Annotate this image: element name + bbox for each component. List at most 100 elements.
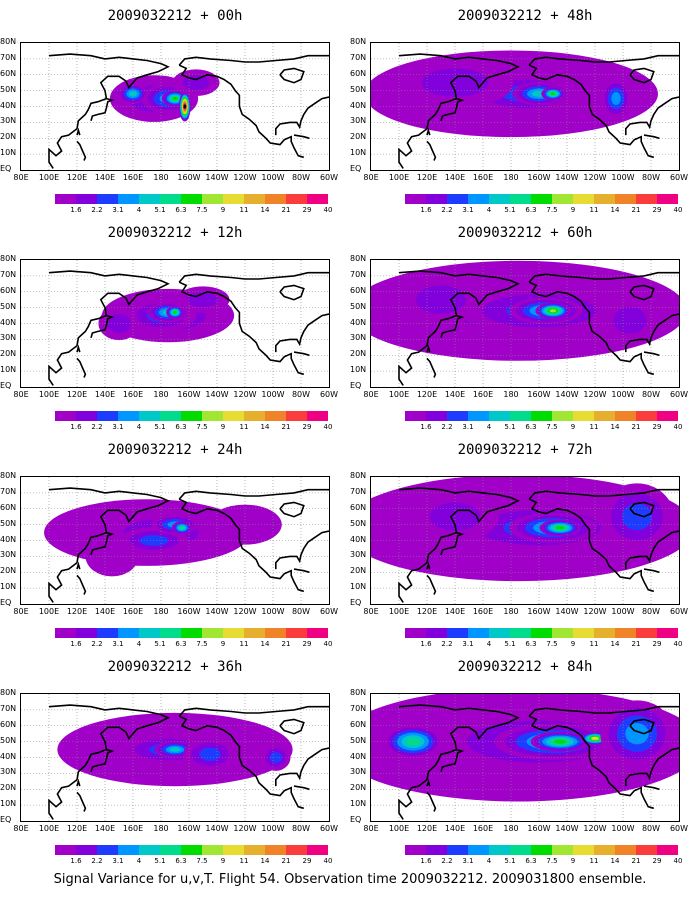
colorbar	[55, 411, 328, 421]
colorbar-swatch	[97, 194, 118, 204]
colorbar-swatch	[615, 194, 636, 204]
colorbar-level-label: 6.3	[175, 857, 187, 865]
colorbar	[405, 628, 678, 638]
colorbar-level-label: 29	[302, 857, 312, 865]
colorbar-level-label: 2.2	[91, 640, 103, 648]
coastline	[629, 67, 655, 84]
colorbar-level-label: 14	[610, 206, 620, 214]
coastline	[426, 344, 431, 353]
colorbar-swatch	[307, 194, 328, 204]
colorbar-level-label: 21	[631, 857, 641, 865]
variance-map	[370, 476, 680, 605]
y-tick-label: 70N	[350, 486, 367, 496]
y-tick-label: 10N	[350, 799, 367, 809]
colorbar-level-label: 21	[281, 640, 291, 648]
x-tick-label: 80E	[13, 173, 29, 182]
colorbar-level-label: 5.1	[504, 640, 516, 648]
x-tick-label: 100W	[611, 824, 635, 833]
coastline	[629, 718, 655, 735]
x-tick-label: 120E	[66, 173, 88, 182]
coastline	[528, 64, 655, 159]
y-axis-labels: 80N 70N 60N 50N 40N 30N 20N 10N EQ	[0, 38, 20, 173]
x-tick-label: 80E	[363, 607, 379, 616]
colorbar-level-label: 29	[652, 640, 662, 648]
colorbar-level-label: 7.5	[196, 857, 208, 865]
colorbar-swatch	[615, 411, 636, 421]
y-tick-label: EQ	[350, 598, 362, 607]
contour-fill	[611, 92, 621, 105]
contour-fill	[613, 307, 647, 334]
x-tick-label: 120W	[583, 824, 607, 833]
x-tick-label: 80E	[13, 824, 29, 833]
coastline	[293, 785, 310, 791]
coastline	[48, 704, 170, 820]
x-tick-label: 100W	[261, 824, 285, 833]
y-tick-label: 80N	[350, 254, 367, 263]
y-tick-label: 30N	[0, 550, 17, 560]
x-tick-label: 80E	[363, 390, 379, 399]
colorbar-level-label: 5.1	[154, 206, 166, 214]
colorbar-level-label: 6.3	[175, 206, 187, 214]
colorbar-level-label: 40	[673, 857, 683, 865]
colorbar-level-label: 14	[260, 423, 270, 431]
coastline	[643, 568, 660, 574]
y-tick-label: EQ	[0, 598, 12, 607]
x-tick-label: 80W	[641, 390, 661, 399]
coastline	[643, 351, 660, 357]
colorbar-swatch	[489, 628, 510, 638]
colorbar-swatch	[55, 411, 76, 421]
y-tick-label: 50N	[0, 84, 17, 94]
colorbar-swatch	[244, 194, 265, 204]
y-tick-label: 40N	[0, 317, 17, 327]
coastline	[426, 127, 431, 136]
colorbar-swatch	[594, 411, 615, 421]
colorbar-level-label: 9	[570, 206, 576, 214]
coastline	[528, 705, 679, 717]
colorbar-level-label: 3.1	[112, 640, 124, 648]
colorbar-swatch	[573, 194, 594, 204]
x-tick-label: 140E	[94, 390, 116, 399]
colorbar-swatch	[181, 628, 202, 638]
y-tick-label: 50N	[350, 301, 367, 311]
x-tick-label: 80E	[363, 824, 379, 833]
colorbar-swatch	[160, 628, 181, 638]
x-tick-label: 100W	[261, 607, 285, 616]
colorbar-swatch	[286, 628, 307, 638]
forecast-panel: 2009032212 + 72h 80N 70N 60N 50N 40N 30N 20N 10N…	[350, 434, 700, 656]
colorbar-level-label: 21	[631, 640, 641, 648]
contour-fill	[182, 75, 210, 91]
x-tick-label: 160W	[527, 607, 551, 616]
colorbar-swatch	[202, 411, 223, 421]
colorbar-swatch	[160, 194, 181, 204]
x-tick-label: 60W	[669, 824, 689, 833]
colorbar-level-label: 2.2	[91, 857, 103, 865]
colorbar-swatch	[657, 411, 678, 421]
coastline	[426, 791, 437, 812]
x-tick-label: 180	[503, 173, 519, 182]
colorbar-swatch	[118, 194, 139, 204]
map-svg	[371, 43, 679, 170]
x-axis-labels: 80E 100E 120E 140E 160E 180 160W 140W 120W 100W 80…	[13, 173, 338, 183]
colorbar-swatch	[426, 628, 447, 638]
colorbar-level-label: 21	[281, 206, 291, 214]
colorbar-level-label: 3.1	[112, 423, 124, 431]
x-tick-label: 160E	[122, 173, 144, 182]
x-tick-label: 120E	[416, 390, 438, 399]
colorbar-swatch	[286, 194, 307, 204]
y-tick-label: 10N	[0, 365, 17, 375]
colorbar-swatch	[139, 411, 160, 421]
variance-map	[370, 693, 680, 822]
figure-caption: Signal Variance for u,v,T. Flight 54. Ob…	[53, 872, 647, 887]
colorbar-swatch	[426, 411, 447, 421]
colorbar-level-label: 6.3	[525, 857, 537, 865]
y-tick-label: 30N	[350, 116, 367, 126]
colorbar-level-label: 2.2	[91, 206, 103, 214]
coastline	[90, 531, 115, 556]
colorbar-swatch	[552, 845, 573, 855]
colorbar-swatch	[468, 845, 489, 855]
colorbar-level-label: 14	[610, 640, 620, 648]
variance-map	[20, 693, 330, 822]
x-tick-label: 80E	[13, 390, 29, 399]
colorbar-level-label: 6.3	[175, 640, 187, 648]
contour-fill	[173, 310, 177, 314]
